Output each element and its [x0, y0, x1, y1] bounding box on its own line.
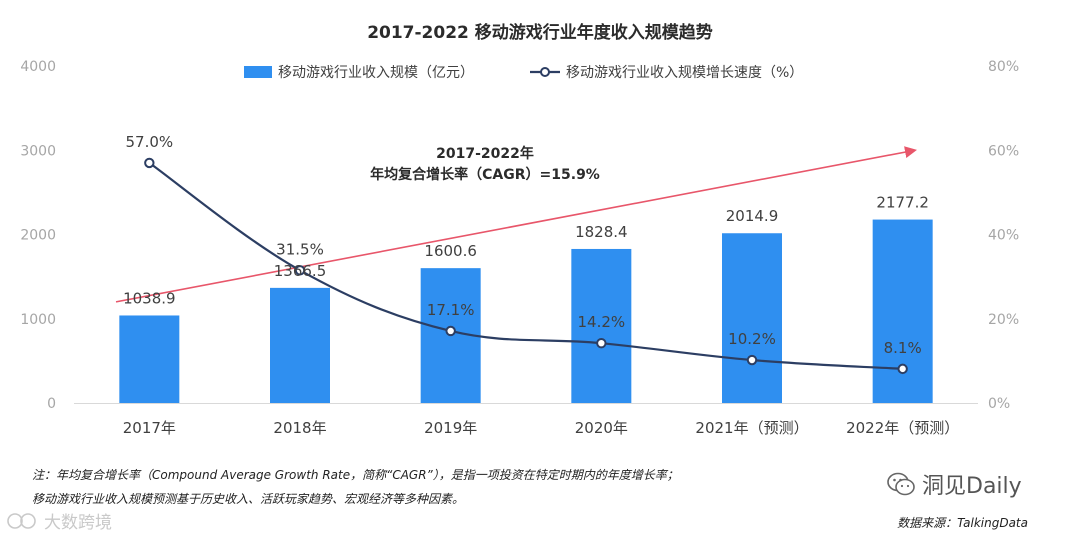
watermark-right: 洞见Daily — [886, 468, 1022, 500]
growth-rate-point-4 — [746, 354, 758, 366]
bar-value-label: 2014.9 — [726, 207, 779, 225]
y-left-tick-label: 1000 — [20, 312, 56, 328]
bar-value-label: 1828.4 — [575, 223, 628, 241]
y-right-tick-label: 0% — [988, 396, 1010, 412]
y-right-tick-label: 80% — [988, 59, 1019, 75]
data-source: 数据来源：TalkingData — [897, 516, 1028, 530]
bar-3 — [571, 248, 632, 403]
bar-0 — [119, 315, 180, 403]
bar-value-label: 1600.6 — [424, 242, 477, 260]
x-tick-label: 2020年 — [575, 419, 628, 437]
growth-rate-line — [148, 161, 903, 370]
legend: 移动游戏行业收入规模（亿元） 移动游戏行业收入规模增长速度（%） — [244, 65, 803, 81]
wechat-icon — [887, 472, 915, 496]
growth-rate-label: 31.5% — [276, 240, 324, 258]
bar-4 — [722, 233, 782, 403]
brand-logo-icon — [7, 512, 36, 529]
growth-rate-point-0 — [144, 157, 155, 169]
legend-line-marker — [540, 67, 550, 77]
cagr-annotation-line1: 2017-2022年 — [436, 145, 534, 162]
growth-rate-point-5 — [897, 363, 908, 375]
axes-layer: 0 1000 2000 3000 4000 0% 20% 40% 60% 80% 2017年 2018… — [20, 59, 1019, 437]
x-tick-label: 2017年 — [123, 419, 176, 437]
y-left-tick-label: 0 — [47, 396, 56, 412]
legend-bar-label: 移动游戏行业收入规模（亿元） — [278, 65, 474, 81]
growth-rate-label: 17.1% — [427, 301, 475, 319]
watermark-right-text: 洞见Daily — [922, 474, 1022, 499]
watermark-left-text: 大数跨境 — [44, 513, 112, 533]
footnote-forecast: 移动游戏行业收入规模预测基于历史收入、活跃玩家趋势、宏观经济等多种因素。 — [32, 492, 465, 506]
growth-rate-label: 57.0% — [126, 133, 174, 151]
legend-line-label: 移动游戏行业收入规模增长速度（%） — [566, 65, 803, 81]
chart-title: 2017-2022 移动游戏行业年度收入规模趋势 — [367, 22, 713, 43]
bar-1 — [270, 287, 330, 403]
line-layer — [144, 157, 908, 375]
bar-layer — [119, 219, 933, 403]
y-left-tick-label: 2000 — [20, 228, 56, 244]
x-tick-label: 2019年 — [424, 419, 477, 437]
growth-rate-label: 8.1% — [884, 339, 922, 357]
watermark-left: 大数跨境 — [6, 508, 112, 533]
bar-value-label: 1038.9 — [123, 289, 176, 307]
x-tick-label: 2018年 — [273, 419, 326, 437]
label-layer: 1038.9 1366.5 1600.6 1828.4 2014.9 2177.2 57.0… — [123, 133, 929, 357]
growth-rate-label: 10.2% — [728, 330, 776, 348]
growth-rate-point-2 — [445, 325, 456, 337]
bar-5 — [872, 219, 933, 403]
y-right-tick-label: 40% — [988, 228, 1019, 244]
y-left-tick-label: 4000 — [20, 59, 56, 75]
y-left-tick-label: 3000 — [20, 143, 56, 159]
growth-rate-point-1 — [294, 265, 306, 276]
growth-rate-label: 14.2% — [578, 313, 626, 331]
cagr-annotation-line2: 年均复合增长率（CAGR）=15.9% — [370, 166, 600, 183]
cagr-arrow — [115, 146, 917, 303]
bar-value-label: 2177.2 — [876, 194, 929, 212]
y-right-tick-label: 20% — [988, 312, 1019, 328]
legend-bar-swatch — [244, 66, 272, 78]
x-tick-label: 2022年（预测） — [846, 419, 959, 437]
y-right-tick-label: 60% — [988, 143, 1019, 159]
x-tick-label: 2021年（预测） — [695, 419, 808, 437]
bar-value-label: 1366.5 — [274, 262, 327, 280]
growth-rate-point-3 — [596, 337, 607, 349]
footnote-cagr: 注：年均复合增长率（Compound Average Growth Rate，简… — [32, 468, 679, 482]
